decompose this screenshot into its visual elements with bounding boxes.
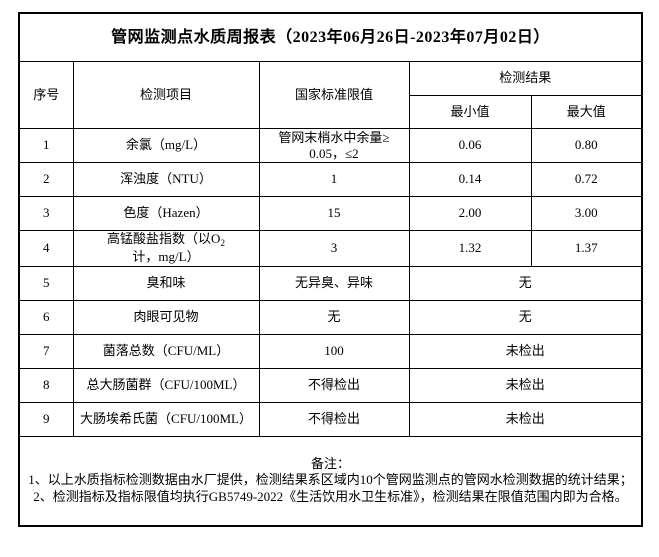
- row-result: 未检出: [408, 367, 643, 403]
- item-text: 高锰酸盐指数（以O: [107, 231, 221, 246]
- item-subscript: 2: [220, 238, 225, 248]
- note-line-1: 1、以上水质指标检测数据由水厂提供，检测结果系区域内10个管网监测点的管网水检测…: [28, 472, 633, 488]
- row-item: 臭和味: [72, 265, 260, 301]
- table-row: 8 总大肠菌群（CFU/100ML） 不得检出 未检出: [18, 367, 643, 403]
- row-no: 6: [18, 299, 74, 335]
- report-title: 管网监测点水质周报表（2023年06月26日-2023年07月02日）: [18, 12, 643, 62]
- limit-line: 管网末梢水中余量≥: [278, 129, 390, 145]
- row-no: 2: [18, 162, 74, 197]
- col-header-result: 检测结果: [408, 61, 643, 96]
- limit-line: 0.05，≤2: [309, 145, 359, 161]
- col-header-no: 序号: [18, 61, 74, 129]
- row-no: 9: [18, 401, 74, 437]
- row-item: 大肠埃希氏菌（CFU/100ML）: [72, 401, 260, 437]
- row-limit: 不得检出: [258, 401, 410, 437]
- row-result: 无: [408, 265, 643, 301]
- row-no: 3: [18, 196, 74, 231]
- col-header-max: 最大值: [530, 95, 643, 129]
- col-header-limit: 国家标准限值: [258, 61, 410, 129]
- row-max: 0.80: [530, 128, 643, 163]
- row-limit: 无异臭、异味: [258, 265, 410, 301]
- table-row: 2 浑浊度（NTU） 1 0.14 0.72: [18, 162, 643, 197]
- row-no: 7: [18, 333, 74, 369]
- row-item: 肉眼可见物: [72, 299, 260, 335]
- row-result: 未检出: [408, 333, 643, 369]
- row-min: 1.32: [408, 230, 532, 267]
- row-limit: 管网末梢水中余量≥ 0.05，≤2: [258, 128, 410, 163]
- water-quality-report-table: 管网监测点水质周报表（2023年06月26日-2023年07月02日） 序号 检…: [18, 12, 643, 527]
- row-item: 余氯（mg/L）: [72, 128, 260, 163]
- table-row: 1 余氯（mg/L） 管网末梢水中余量≥ 0.05，≤2 0.06 0.80: [18, 128, 643, 163]
- row-limit: 100: [258, 333, 410, 369]
- row-limit: 不得检出: [258, 367, 410, 403]
- row-max: 0.72: [530, 162, 643, 197]
- row-no: 8: [18, 367, 74, 403]
- row-result: 无: [408, 299, 643, 335]
- row-max: 3.00: [530, 196, 643, 231]
- notes-label: 备注：: [310, 456, 350, 472]
- row-min: 0.14: [408, 162, 532, 197]
- row-item: 色度（Hazen）: [72, 196, 260, 231]
- row-max: 1.37: [530, 230, 643, 267]
- col-header-item: 检测项目: [72, 61, 260, 129]
- row-no: 4: [18, 230, 74, 267]
- row-limit: 无: [258, 299, 410, 335]
- table-row: 5 臭和味 无异臭、异味 无: [18, 265, 643, 301]
- row-no: 5: [18, 265, 74, 301]
- table-row: 9 大肠埃希氏菌（CFU/100ML） 不得检出 未检出: [18, 401, 643, 437]
- row-item: 浑浊度（NTU）: [72, 162, 260, 197]
- row-limit: 15: [258, 196, 410, 231]
- row-result: 未检出: [408, 401, 643, 437]
- title-row: 管网监测点水质周报表（2023年06月26日-2023年07月02日）: [18, 12, 643, 62]
- row-limit: 1: [258, 162, 410, 197]
- table-row: 7 菌落总数（CFU/ML） 100 未检出: [18, 333, 643, 369]
- row-limit: 3: [258, 230, 410, 267]
- row-min: 0.06: [408, 128, 532, 163]
- table-row: 4 高锰酸盐指数（以O2 计，mg/L） 3 1.32 1.37: [18, 230, 643, 267]
- notes-row: 备注： 1、以上水质指标检测数据由水厂提供，检测结果系区域内10个管网监测点的管…: [18, 435, 643, 526]
- table-row: 6 肉眼可见物 无 无: [18, 299, 643, 335]
- row-item: 总大肠菌群（CFU/100ML）: [72, 367, 260, 403]
- table-row: 3 色度（Hazen） 15 2.00 3.00: [18, 196, 643, 231]
- item-text: 计，mg/L）: [132, 249, 200, 265]
- note-line-2: 2、检测指标及指标限值均执行GB5749-2022《生活饮用水卫生标准》，检测结…: [33, 488, 628, 504]
- header-row-1: 序号 检测项目 国家标准限值 检测结果: [18, 61, 643, 129]
- col-header-min: 最小值: [408, 95, 532, 129]
- row-no: 1: [18, 128, 74, 163]
- header-row-2: 最小值 最大值: [19, 95, 643, 129]
- notes-cell: 备注： 1、以上水质指标检测数据由水厂提供，检测结果系区域内10个管网监测点的管…: [18, 435, 643, 526]
- row-item: 菌落总数（CFU/ML）: [72, 333, 260, 369]
- row-min: 2.00: [408, 196, 532, 231]
- row-item: 高锰酸盐指数（以O2 计，mg/L）: [72, 230, 260, 267]
